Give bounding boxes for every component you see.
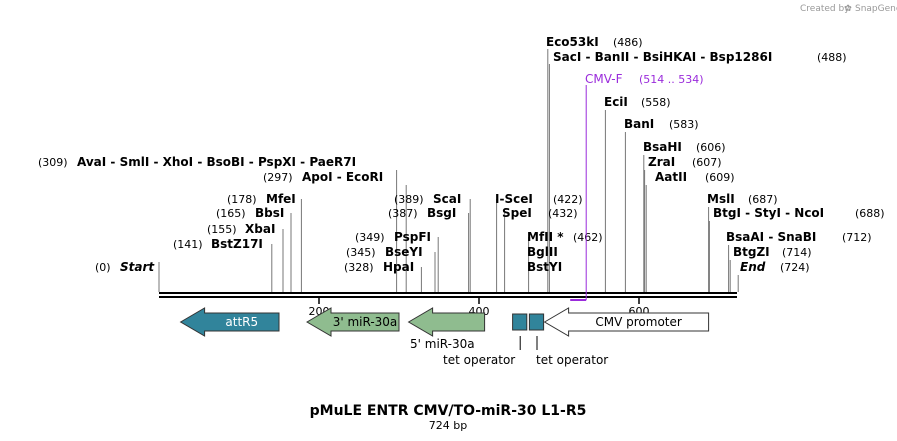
site-mfei[interactable]: MfeI <box>266 192 296 206</box>
site-bstz17i-pos: (141) <box>173 238 203 251</box>
site-bsgi[interactable]: BsgI <box>427 206 456 220</box>
feature-tet-operator-2-box[interactable] <box>528 313 545 331</box>
site-hpai-pos: (328) <box>344 261 374 274</box>
site-bsgi-pos: (387) <box>388 207 418 220</box>
site-spei[interactable]: SpeI <box>502 206 532 220</box>
feature-tet-operator-1-label: tet operator <box>443 353 515 367</box>
site-bsaai-group-pos: (712) <box>842 231 872 244</box>
site-ecii-pos: (558) <box>641 96 671 109</box>
site-avai-group[interactable]: AvaI - SmlI - XhoI - BsoBI - PspXI - Pae… <box>77 155 356 169</box>
site-bani[interactable]: BanI <box>624 117 654 131</box>
feature-3-mir30a-arrow[interactable] <box>306 307 400 337</box>
site-bstz17i[interactable]: BstZ17I <box>211 237 263 251</box>
site-bseyi[interactable]: BseYI <box>385 245 423 259</box>
site-aatii-pos: (609) <box>705 171 735 184</box>
site-bbsi-pos: (165) <box>216 207 246 220</box>
site-zrai[interactable]: ZraI <box>648 155 675 169</box>
credit-brand: SnapGene <box>855 4 897 14</box>
site-avai-group-pos: (309) <box>38 156 68 169</box>
site-i-scei-pos: (422) <box>553 193 583 206</box>
site-bani-pos: (583) <box>669 118 699 131</box>
site-bseyi-pos: (345) <box>346 246 376 259</box>
site-bsaai-group[interactable]: BsaAI - SnaBI <box>726 230 816 244</box>
feature-cmv-promoter-label: CMV promoter <box>595 315 682 329</box>
feature-5-mir30a-arrow[interactable] <box>407 307 486 337</box>
credit-text: Created by <box>800 4 850 14</box>
site-xbai-pos: (155) <box>207 223 237 236</box>
site-bbsi[interactable]: BbsI <box>255 206 284 220</box>
map-title: pMuLE ENTR CMV/TO-miR-30 L1-R5 <box>310 403 587 419</box>
site-ecii[interactable]: EciI <box>604 95 628 109</box>
site-aatii[interactable]: AatII <box>655 170 687 184</box>
site-saci-group[interactable]: SacI - BanII - BsiHKAI - Bsp1286I <box>553 50 772 64</box>
site-btgi-group[interactable]: BtgI - StyI - NcoI <box>713 206 824 220</box>
site-mfii[interactable]: MfII * <box>527 230 564 244</box>
features: attR5 3' miR-30a 5' miR-30a tet operator… <box>179 307 710 367</box>
site-msli[interactable]: MslI <box>707 192 735 206</box>
map-length: 724 bp <box>429 419 467 432</box>
feature-3-mir30a-label: 3' miR-30a <box>333 315 398 329</box>
feature-attr5-label: attR5 <box>225 315 258 329</box>
site-eco53ki[interactable]: Eco53kI <box>546 35 599 49</box>
feature-5-mir30a-label: 5' miR-30a <box>410 337 475 351</box>
primer-range: (514 .. 534) <box>639 73 704 86</box>
site-btgzi-pos: (714) <box>782 246 812 259</box>
site-pspfi[interactable]: PspFI <box>394 230 431 244</box>
snapgene-logo-icon: ✿ <box>844 4 852 14</box>
site-end-pos: (724) <box>780 261 810 274</box>
site-mfii-pos: (462) <box>573 231 603 244</box>
primer-name[interactable]: CMV-F <box>585 72 623 86</box>
site-pspfi-pos: (349) <box>355 231 385 244</box>
feature-tet-operator-1-box[interactable] <box>512 313 528 331</box>
site-labels: (0) Start (141) BstZ17I (155) XbaI (165)… <box>38 35 885 274</box>
site-bglii[interactable]: BglII <box>527 245 558 259</box>
feature-tet-operator-2-label: tet operator <box>536 353 608 367</box>
site-mfei-pos: (178) <box>227 193 257 206</box>
site-bsahi-pos: (606) <box>696 141 726 154</box>
site-spei-pos: (432) <box>548 207 578 220</box>
site-start[interactable]: Start <box>120 260 155 274</box>
site-eco53ki-pos: (486) <box>613 36 643 49</box>
site-btgzi[interactable]: BtgZI <box>733 245 770 259</box>
site-zrai-pos: (607) <box>692 156 722 169</box>
feature-attr5-arrow[interactable] <box>179 307 280 337</box>
site-hpai[interactable]: HpaI <box>383 260 414 274</box>
site-end[interactable]: End <box>740 260 766 274</box>
site-apoi-ecori[interactable]: ApoI - EcoRI <box>302 170 383 184</box>
site-bsahi[interactable]: BsaHI <box>643 140 682 154</box>
site-i-scei[interactable]: I-SceI <box>495 192 533 206</box>
site-saci-group-pos: (488) <box>817 51 847 64</box>
feature-cmv-promoter-arrow[interactable] <box>543 307 710 337</box>
site-scai-pos: (389) <box>394 193 424 206</box>
site-start-pos: (0) <box>95 261 111 274</box>
primer-cmv-f[interactable]: CMV-F (514 .. 534) <box>570 72 704 301</box>
site-apoi-ecori-pos: (297) <box>263 171 293 184</box>
site-msli-pos: (687) <box>748 193 778 206</box>
site-leader-lines <box>158 49 739 292</box>
site-xbai[interactable]: XbaI <box>245 222 275 236</box>
site-scai[interactable]: ScaI <box>433 192 461 206</box>
site-btgi-group-pos: (688) <box>855 207 885 220</box>
site-bstyi[interactable]: BstYI <box>527 260 562 274</box>
